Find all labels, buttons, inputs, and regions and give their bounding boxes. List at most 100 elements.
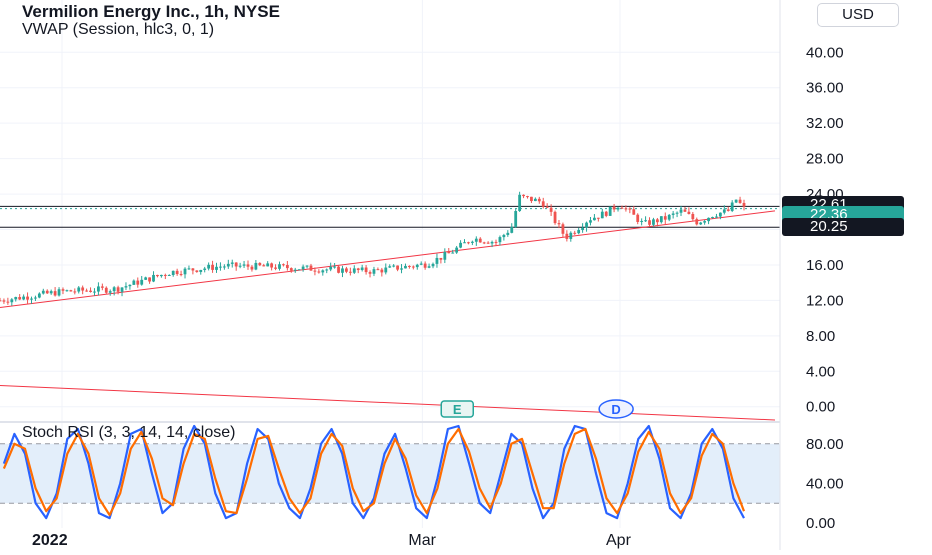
earnings-marker	[440, 400, 474, 418]
candle-body	[37, 293, 41, 298]
oscillator-title[interactable]: Stoch RSI (3, 3, 14, 14, close)	[22, 424, 236, 441]
candle-body	[545, 206, 549, 208]
candle-body	[612, 206, 616, 210]
candle-body	[419, 263, 423, 265]
candle-body	[254, 262, 258, 270]
candle-body	[77, 287, 81, 292]
candle-body	[443, 252, 447, 260]
candle-body	[53, 291, 57, 296]
candle-body	[396, 265, 399, 270]
candle-body	[10, 299, 14, 303]
candle-body	[274, 267, 277, 269]
candle-body	[156, 274, 159, 277]
candle-body	[392, 265, 396, 267]
candle-body	[345, 268, 348, 272]
candle-body	[187, 268, 191, 270]
time-axis[interactable]: 2022 Mar Apr	[32, 532, 632, 549]
candle-body	[561, 224, 565, 234]
candle-body	[258, 262, 262, 266]
candle-body	[175, 270, 179, 275]
osc-tick-label: 80.00	[806, 436, 844, 453]
candle-body	[183, 268, 187, 275]
candle-body	[451, 252, 455, 254]
candle-body	[553, 211, 557, 224]
candle-body	[285, 264, 289, 269]
candle-body	[470, 241, 474, 243]
dividend-marker	[598, 399, 634, 419]
candle-body	[478, 238, 482, 243]
candle-body	[278, 264, 281, 269]
symbol-title[interactable]: Vermilion Energy Inc., 1h, NYSE	[22, 2, 280, 21]
candle-body	[703, 221, 707, 223]
candle-body	[199, 269, 203, 272]
candle-body	[167, 274, 171, 276]
candle-body	[407, 265, 411, 267]
candle-body	[581, 227, 585, 231]
candle-body	[486, 242, 490, 244]
price-tick-label: 8.00	[806, 328, 835, 345]
candle-body	[490, 241, 494, 244]
candle-body	[219, 266, 222, 268]
candle-body	[541, 201, 545, 207]
candle-body	[89, 290, 92, 292]
candle-body	[573, 232, 577, 234]
candle-body	[57, 289, 61, 296]
stoch-d-line	[2, 427, 746, 517]
indicator-title[interactable]: VWAP (Session, hlc3, 0, 1)	[22, 21, 215, 38]
trendline	[0, 210, 776, 308]
candle-body	[718, 212, 722, 217]
candle-body	[297, 269, 301, 271]
candle-body	[506, 232, 510, 235]
candle-body	[730, 202, 734, 211]
candle-body	[348, 271, 352, 273]
candle-body	[313, 270, 317, 272]
candle-body	[97, 286, 100, 292]
candle-body	[81, 287, 85, 291]
candle-body	[596, 217, 600, 219]
osc-axis[interactable]: 0.00 40.00 80.00	[806, 436, 844, 532]
candle-body	[411, 266, 415, 268]
candle-body	[163, 274, 167, 276]
price-tick-label: 40.00	[806, 44, 844, 61]
candle-body	[679, 209, 683, 213]
candle-body	[671, 213, 675, 215]
candle-body	[372, 269, 376, 274]
currency-button[interactable]: USD	[817, 3, 899, 27]
osc-tick-label: 0.00	[806, 515, 835, 532]
price-tick-label: 16.00	[806, 257, 844, 274]
candle-body	[510, 227, 514, 233]
candle-body	[616, 207, 620, 210]
candle-body	[226, 263, 230, 267]
candle-body	[93, 291, 96, 293]
candle-body	[518, 194, 522, 212]
price-tick-label: 12.00	[806, 292, 844, 309]
candle-body	[655, 219, 659, 223]
candle-body	[2, 300, 6, 302]
candle-body	[557, 223, 561, 225]
candle-body	[691, 213, 695, 220]
candle-body	[549, 207, 553, 212]
candle-body	[262, 265, 266, 267]
candle-body	[195, 270, 199, 272]
candle-body	[282, 264, 285, 266]
candle-body	[533, 198, 537, 202]
price-tick-label: 36.00	[806, 80, 844, 97]
candle-body	[608, 206, 612, 216]
candle-body	[384, 267, 388, 273]
candle-body	[191, 268, 195, 271]
candle-body	[26, 296, 29, 300]
candle-body	[69, 290, 73, 292]
candle-body	[238, 265, 242, 267]
candle-body	[620, 207, 624, 209]
candle-body	[45, 290, 49, 294]
horizontal-lines	[0, 205, 780, 228]
price-tag-low: 20.25	[782, 218, 904, 237]
candle-body	[577, 230, 581, 234]
candle-body	[632, 209, 636, 215]
candle-body	[467, 242, 470, 244]
candle-body	[179, 274, 183, 276]
candle-body	[116, 287, 120, 292]
candle-body	[222, 266, 226, 268]
